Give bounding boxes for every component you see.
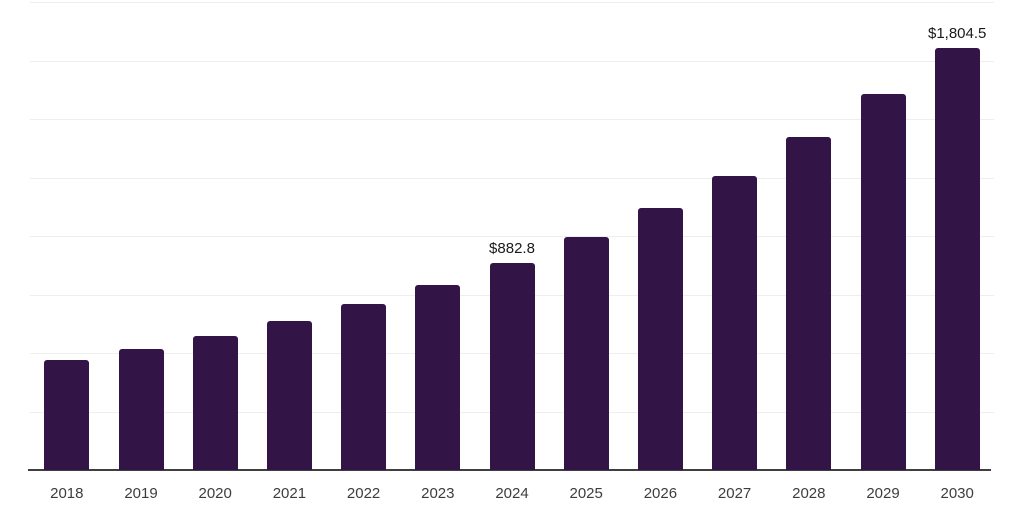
x-axis-tick-label: 2030	[940, 485, 974, 502]
bar-2029	[860, 93, 906, 470]
x-axis-tick-label: 2026	[643, 485, 678, 502]
bar-2026	[637, 208, 683, 470]
gridline	[30, 236, 994, 237]
x-axis-line	[28, 469, 991, 471]
x-axis-tick-label: 2023	[421, 485, 455, 502]
x-axis-tick-label: 2019	[124, 485, 158, 502]
bar-2025	[563, 236, 609, 470]
x-axis-tick-label: 2025	[569, 485, 603, 502]
gridline	[30, 119, 994, 120]
bar-2019	[118, 349, 164, 470]
bar-value-label-2024: $882.8	[489, 240, 535, 258]
x-axis-tick-label: 2020	[198, 485, 232, 502]
bar-2021	[266, 320, 312, 470]
x-axis-tick-label: 2021	[272, 485, 307, 502]
bar-value-label-2030: $1,804.5	[927, 24, 987, 42]
bar-2030	[934, 47, 980, 470]
x-axis-tick-label: 2022	[346, 485, 381, 502]
x-axis-tick-label: 2028	[792, 485, 826, 502]
bar-2020	[192, 336, 238, 470]
gridline	[30, 61, 994, 62]
x-axis-tick-label: 2029	[866, 485, 900, 502]
bar-2027	[712, 175, 758, 470]
gridline	[30, 2, 994, 3]
bar-2023	[415, 285, 461, 470]
bar-2022	[341, 304, 387, 470]
bar-2024	[489, 263, 535, 470]
bar-2028	[786, 137, 832, 470]
x-axis-tick-label: 2027	[717, 485, 752, 502]
gridline	[30, 178, 994, 179]
x-axis-tick-label: 2018	[50, 485, 84, 502]
bar-2018	[44, 360, 90, 470]
x-axis-tick-label: 2024	[495, 485, 529, 502]
